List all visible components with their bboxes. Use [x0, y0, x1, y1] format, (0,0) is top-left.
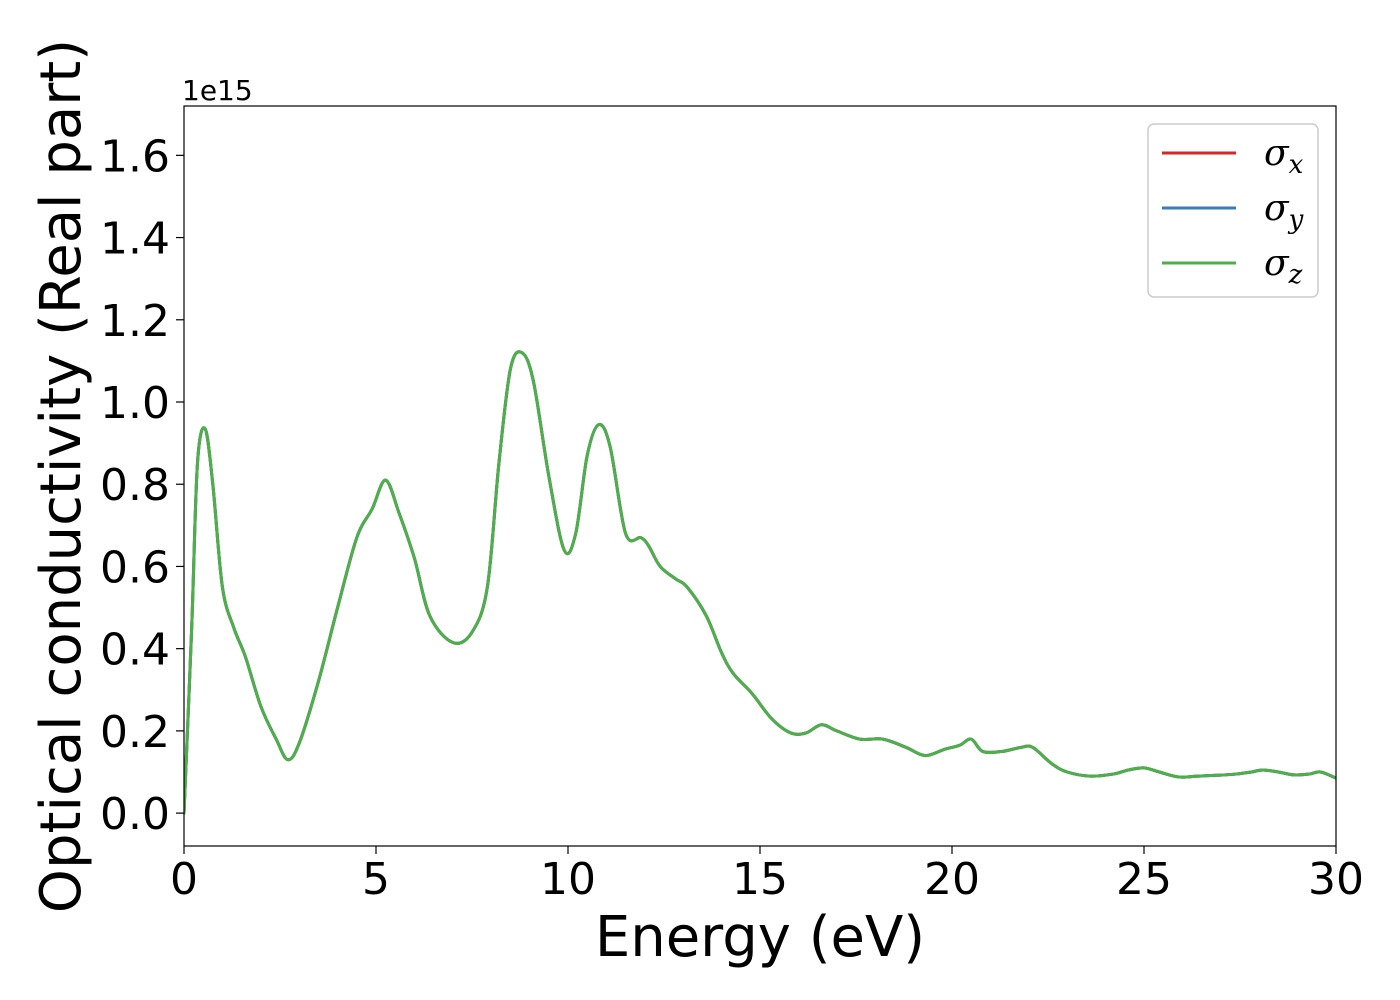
- y-tick-label: 1.2: [100, 296, 170, 347]
- x-tick-label: 10: [540, 854, 596, 905]
- x-axis-ticks: 0 5 10 15 20 25 30: [170, 846, 1364, 905]
- legend-label-x: σx: [1264, 133, 1304, 180]
- x-tick-label: 0: [170, 854, 198, 905]
- y-tick-label: 1.4: [100, 214, 170, 265]
- y-tick-label: 0.6: [100, 542, 170, 593]
- y-tick-label: 0.4: [100, 625, 170, 676]
- legend-box: [1147, 123, 1319, 298]
- x-tick-label: 25: [1116, 854, 1172, 905]
- y-tick-label: 0.2: [100, 707, 170, 758]
- series-layer: [184, 350, 1336, 815]
- x-tick-label: 5: [362, 854, 390, 905]
- y-tick-label: 0.0: [100, 789, 170, 840]
- y-tick-label: 1.6: [100, 131, 170, 182]
- legend-label-z: σz: [1264, 243, 1303, 290]
- x-tick-label: 30: [1308, 854, 1364, 905]
- x-tick-label: 15: [732, 854, 788, 905]
- y-tick-label: 1.0: [100, 378, 170, 429]
- legend: σx σy σz: [1147, 123, 1319, 298]
- x-tick-label: 20: [924, 854, 980, 905]
- y-axis-title: Optical conductivity (Real part): [29, 39, 94, 913]
- legend-items: σx σy σz: [1162, 133, 1304, 290]
- y-axis-ticks: 0.0 0.2 0.4 0.6 0.8 1.0 1.2 1.4 1.6: [100, 131, 184, 840]
- x-axis-title: Energy (eV): [595, 905, 925, 970]
- y-tick-label: 0.8: [100, 460, 170, 511]
- y-offset-text: 1e15: [182, 74, 253, 107]
- legend-label-y: σy: [1264, 188, 1304, 235]
- series-line-σz: [184, 350, 1336, 815]
